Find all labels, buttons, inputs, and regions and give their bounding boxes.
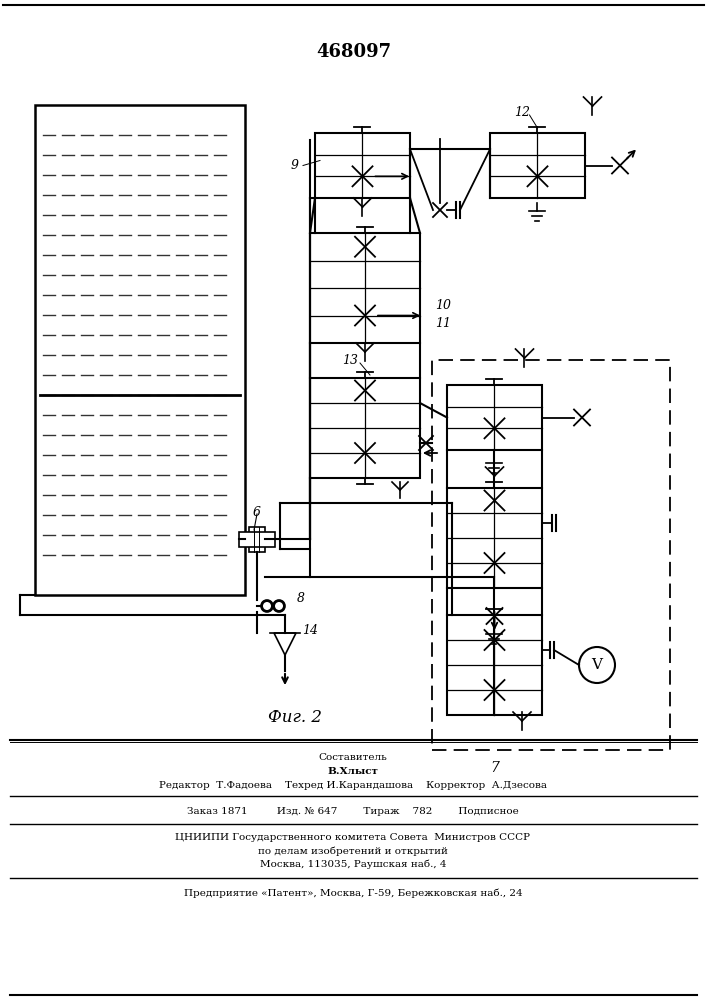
Bar xyxy=(432,360,670,750)
Circle shape xyxy=(261,600,273,612)
Text: Предприятие «Патент», Москва, Г-59, Бережковская наб., 24: Предприятие «Патент», Москва, Г-59, Бере… xyxy=(184,888,522,898)
Bar xyxy=(315,133,410,198)
Bar xyxy=(249,527,265,552)
Text: 13: 13 xyxy=(342,354,358,366)
Bar xyxy=(447,615,542,715)
Bar xyxy=(310,378,420,478)
Bar xyxy=(239,532,275,547)
Text: ЦНИИПИ Государственного комитета Совета  Министров СССР: ЦНИИПИ Государственного комитета Совета … xyxy=(175,834,530,842)
Text: V: V xyxy=(592,658,602,672)
Text: 12: 12 xyxy=(515,106,530,119)
Bar xyxy=(447,488,542,588)
Text: Заказ 1871         Изд. № 647        Тираж    782        Подписное: Заказ 1871 Изд. № 647 Тираж 782 Подписно… xyxy=(187,808,519,816)
Text: Редактор  Т.Фадоева    Техред И.Карандашова    Корректор  А.Дзесова: Редактор Т.Фадоева Техред И.Карандашова … xyxy=(159,780,547,790)
Text: 8: 8 xyxy=(297,591,305,604)
Text: 6: 6 xyxy=(253,506,261,518)
Bar xyxy=(35,105,245,595)
Text: 14: 14 xyxy=(302,624,318,638)
Circle shape xyxy=(273,600,285,612)
Bar xyxy=(490,133,585,198)
Text: 9: 9 xyxy=(291,159,299,172)
Text: по делам изобретений и открытий: по делам изобретений и открытий xyxy=(258,846,448,856)
Text: 7: 7 xyxy=(490,761,499,775)
Circle shape xyxy=(275,602,283,610)
Text: 11: 11 xyxy=(435,317,451,330)
Text: Составитель: Составитель xyxy=(319,754,387,762)
Bar xyxy=(447,385,542,450)
Text: 10: 10 xyxy=(435,299,451,312)
Circle shape xyxy=(263,602,271,610)
Text: Фиг. 2: Фиг. 2 xyxy=(268,710,322,726)
Bar xyxy=(310,233,420,343)
Text: Москва, 113035, Раушская наб., 4: Москва, 113035, Раушская наб., 4 xyxy=(259,859,446,869)
Text: В.Хлыст: В.Хлыст xyxy=(327,766,378,776)
Text: 468097: 468097 xyxy=(317,43,392,61)
